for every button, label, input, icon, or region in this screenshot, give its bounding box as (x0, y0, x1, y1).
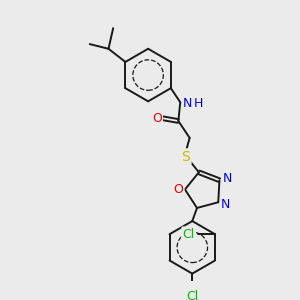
Text: O: O (152, 112, 162, 125)
Text: N: N (221, 198, 230, 211)
Text: Cl: Cl (186, 290, 198, 300)
Text: O: O (173, 183, 183, 196)
Text: H: H (194, 97, 203, 110)
Text: N: N (222, 172, 232, 185)
Text: N: N (183, 97, 192, 110)
Text: Cl: Cl (183, 228, 195, 241)
Text: S: S (182, 150, 190, 164)
